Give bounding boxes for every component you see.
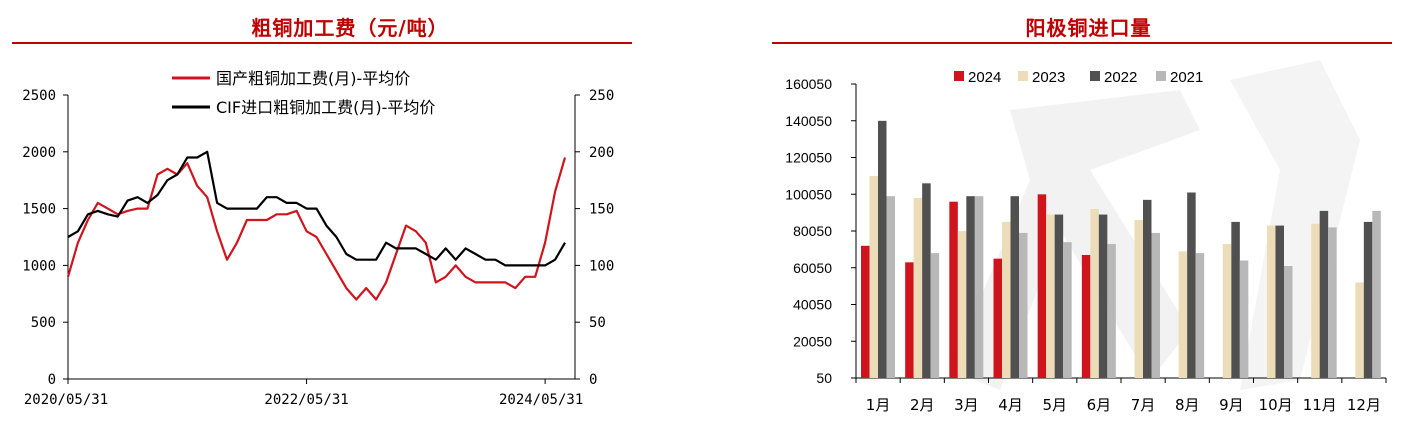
bar-2024-6 — [1081, 254, 1091, 378]
bar-2023-12 — [1355, 282, 1364, 378]
bar-2021-4 — [1019, 232, 1028, 378]
bar-2021-2 — [930, 253, 940, 378]
bar-2022-9 — [1231, 221, 1240, 378]
legend-label: 2023 — [1032, 69, 1065, 86]
x-category-label: 8月 — [1175, 396, 1200, 414]
bar-2022-8 — [1187, 192, 1196, 378]
bar-2021-9 — [1239, 260, 1249, 378]
legend-swatch-2023 — [1018, 71, 1028, 81]
bar-2023-2 — [913, 198, 923, 378]
x-category-label: 12月 — [1347, 396, 1381, 414]
legend-label: CIF进口粗铜加工费(月)-平均价 — [216, 98, 435, 117]
left-y-tick-label: 2500 — [22, 88, 56, 104]
bar-2023-10 — [1267, 225, 1276, 378]
x-category-label: 4月 — [998, 396, 1023, 414]
bar-2024-1 — [861, 245, 870, 378]
bar-2022-4 — [1010, 196, 1019, 378]
bar-2022-6 — [1098, 214, 1108, 378]
bar-2021-11 — [1328, 227, 1337, 378]
copper-blister-fee-panel: 粗铜加工费（元/吨） 0 500 1000 1500 2000 2500 0 50 100 150… — [0, 0, 700, 427]
bar-2024-3 — [949, 201, 958, 378]
legend-swatch-2022 — [1090, 71, 1100, 81]
x-category-label: 5月 — [1042, 396, 1067, 414]
legend-swatch-2021 — [1156, 71, 1166, 81]
y-tick-label: 20050 — [793, 333, 832, 349]
right-y-tick-label: 250 — [589, 88, 614, 104]
x-category-label: 6月 — [1087, 396, 1112, 414]
y-tick-label: 140050 — [785, 113, 832, 129]
right-y-tick-label: 0 — [589, 372, 597, 388]
right-y-tick-label: 50 — [589, 315, 606, 331]
left-y-tick-label: 1500 — [22, 202, 56, 218]
bar-2021-12 — [1372, 210, 1381, 378]
y-tick-label: 80050 — [793, 223, 832, 239]
y-tick-label: 120050 — [785, 150, 832, 166]
legend-label: 2021 — [1170, 69, 1203, 86]
bar-2022-11 — [1319, 210, 1329, 378]
bar-2024-2 — [905, 262, 914, 378]
bar-2023-5 — [1046, 214, 1055, 378]
y-tick-label: 100050 — [785, 186, 832, 202]
x-tick-label: 2022/05/31 — [264, 392, 348, 408]
bar-2021-5 — [1063, 242, 1072, 378]
x-category-label: 2月 — [910, 396, 935, 414]
line-series-cif-import — [67, 150, 566, 267]
y-tick-label: 40050 — [793, 297, 832, 313]
y-tick-label: 50 — [816, 370, 832, 386]
x-category-label: 10月 — [1259, 396, 1293, 414]
x-category-label: 3月 — [954, 396, 979, 414]
left-y-tick-label: 0 — [48, 372, 56, 388]
y-tick-label: 160050 — [785, 76, 832, 92]
x-category-label: 7月 — [1131, 396, 1156, 414]
right-chart-title: 阳极铜进口量 — [1025, 16, 1152, 40]
bar-2022-5 — [1054, 214, 1064, 378]
bar-2021-6 — [1107, 243, 1116, 378]
bar-2022-3 — [966, 196, 975, 378]
right-bar-chart: 50 20050 40050 60050 80050 100050 120050 140050… — [785, 69, 1387, 414]
bar-2024-5 — [1037, 194, 1047, 378]
bar-2021-1 — [886, 196, 895, 378]
x-category-label: 9月 — [1219, 396, 1244, 414]
bar-2022-7 — [1143, 199, 1152, 378]
x-tick-label: 2020/05/31 — [24, 392, 108, 408]
bar-2024-4 — [993, 258, 1002, 378]
right-y-tick-label: 100 — [589, 258, 614, 274]
bar-2022-10 — [1275, 225, 1284, 378]
bar-2022-12 — [1363, 221, 1373, 378]
line-series-domestic — [66, 157, 567, 301]
right-y-tick-label: 150 — [589, 202, 614, 218]
left-chart-title: 粗铜加工费（元/吨） — [251, 16, 449, 40]
bar-2021-3 — [974, 196, 984, 378]
left-line-chart: 0 500 1000 1500 2000 2500 0 50 100 150 200 250 2020/… — [22, 69, 614, 408]
bar-2023-9 — [1222, 243, 1232, 378]
x-tick-label: 2024/05/31 — [499, 392, 583, 408]
legend-label: 2022 — [1104, 69, 1137, 86]
legend-label: 国产粗铜加工费(月)-平均价 — [216, 69, 410, 88]
bar-2023-11 — [1311, 223, 1320, 378]
bar-2023-8 — [1178, 251, 1188, 378]
right-y-tick-label: 200 — [589, 145, 614, 161]
left-title-rule — [12, 42, 632, 44]
x-category-label: 11月 — [1303, 396, 1337, 414]
bar-2023-1 — [869, 175, 878, 378]
bar-2021-8 — [1195, 253, 1205, 378]
bar-2022-1 — [878, 120, 887, 379]
left-y-tick-label: 1000 — [22, 258, 56, 274]
bar-2023-7 — [1134, 220, 1143, 378]
left-y-tick-label: 500 — [31, 315, 56, 331]
bar-2021-10 — [1284, 266, 1293, 378]
y-tick-label: 60050 — [793, 260, 832, 276]
bar-2023-6 — [1090, 209, 1099, 378]
bar-2023-4 — [1002, 221, 1011, 378]
bar-2021-7 — [1151, 232, 1160, 378]
left-y-tick-label: 2000 — [22, 145, 56, 161]
bar-2022-2 — [922, 183, 931, 378]
legend-label: 2024 — [968, 69, 1001, 86]
legend-swatch-2024 — [954, 71, 964, 81]
bar-2023-3 — [957, 231, 967, 378]
x-category-label: 1月 — [866, 396, 891, 414]
anode-copper-import-panel: 阳极铜进口量 50 20050 40050 60050 80050 100050 12005… — [760, 0, 1417, 427]
right-title-rule — [772, 42, 1392, 44]
